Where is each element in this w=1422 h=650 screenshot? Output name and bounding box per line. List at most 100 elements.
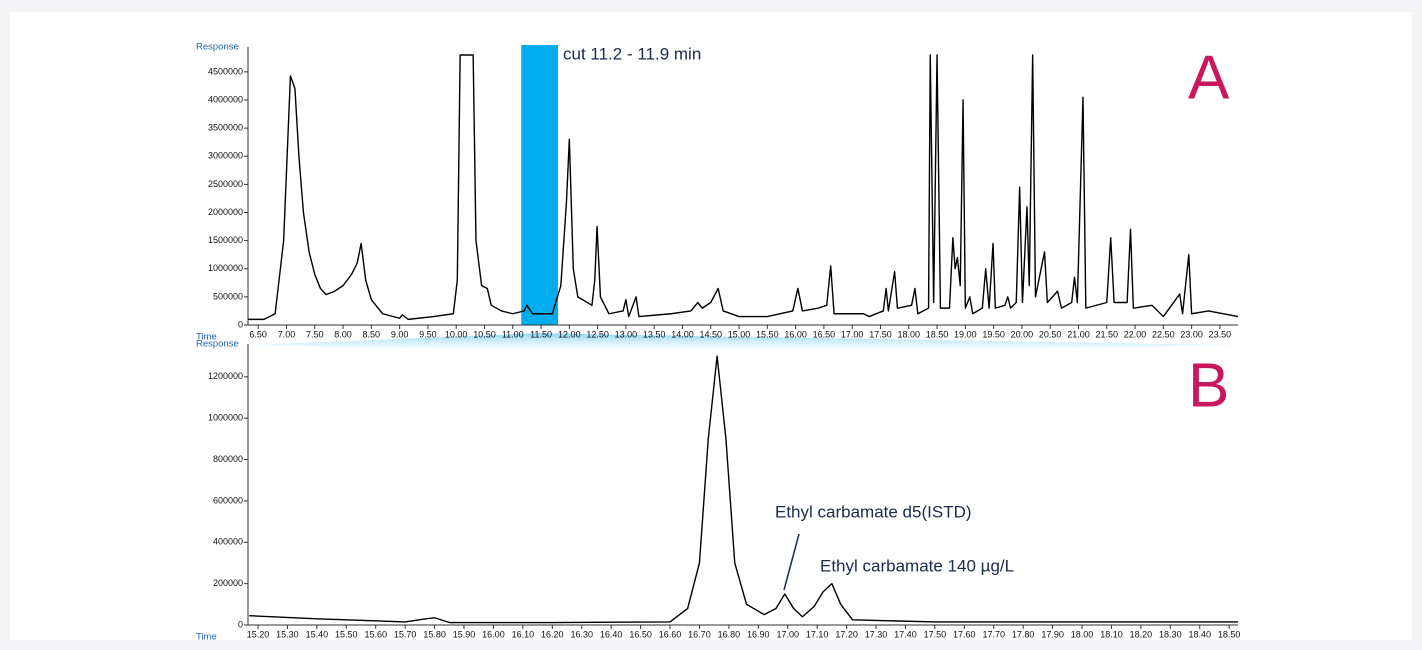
- y-tick-label: 1200000: [208, 371, 243, 381]
- x-tick-label: 23.50: [1209, 329, 1232, 339]
- x-tick-label: 18.20: [1130, 629, 1153, 639]
- x-axis-label: Time: [196, 332, 217, 343]
- x-tick-label: 15.80: [423, 629, 446, 639]
- cut-region: [521, 45, 559, 325]
- x-tick-label: 12.50: [586, 329, 609, 339]
- callout-line: [783, 533, 800, 591]
- x-tick-label: 16.00: [482, 629, 505, 639]
- panel-label: B: [1188, 351, 1229, 420]
- x-tick-label: 10.00: [445, 329, 468, 339]
- x-tick-label: 15.30: [276, 629, 299, 639]
- x-tick-label: 17.20: [835, 629, 858, 639]
- x-tick-label: 21.00: [1067, 329, 1090, 339]
- y-tick-label: 400000: [213, 537, 243, 547]
- x-tick-label: 17.00: [841, 329, 864, 339]
- panel-label: A: [1188, 43, 1230, 112]
- x-tick-label: 17.70: [982, 629, 1005, 639]
- x-tick-label: 15.50: [756, 329, 779, 339]
- x-tick-label: 16.40: [600, 629, 623, 639]
- y-tick-label: 3000000: [208, 151, 243, 161]
- x-tick-label: 18.40: [1188, 629, 1211, 639]
- x-tick-label: 17.80: [1012, 629, 1035, 639]
- x-tick-label: 13.00: [615, 329, 638, 339]
- x-tick-label: 15.50: [335, 629, 358, 639]
- trace: [248, 54, 1239, 321]
- x-tick-label: 18.50: [1218, 629, 1241, 639]
- cut-label: cut 11.2 - 11.9 min: [563, 44, 701, 63]
- x-tick-label: 15.20: [247, 629, 270, 639]
- x-tick-label: 15.40: [306, 629, 329, 639]
- x-tick-label: 23.00: [1180, 329, 1203, 339]
- x-tick-label: 15.60: [364, 629, 387, 639]
- x-tick-label: 17.10: [806, 629, 829, 639]
- y-tick-label: 4500000: [208, 66, 243, 76]
- x-tick-label: 18.30: [1159, 629, 1182, 639]
- x-tick-label: 12.00: [558, 329, 581, 339]
- x-tick-label: 16.20: [541, 629, 564, 639]
- x-tick-label: 7.50: [306, 329, 324, 339]
- x-tick-label: 16.70: [688, 629, 711, 639]
- y-tick-label: 1000000: [208, 413, 243, 423]
- x-tick-label: 22.00: [1124, 329, 1147, 339]
- x-tick-label: 15.70: [394, 629, 417, 639]
- x-tick-label: 9.00: [391, 329, 409, 339]
- x-tick-label: 18.50: [926, 329, 949, 339]
- x-tick-label: 16.10: [512, 629, 535, 639]
- y-tick-label: 0: [238, 319, 243, 329]
- y-tick-label: 0: [238, 619, 243, 629]
- x-tick-label: 17.30: [865, 629, 888, 639]
- x-tick-label: 17.60: [953, 629, 976, 639]
- x-tick-label: 7.00: [278, 329, 296, 339]
- y-tick-label: 600000: [213, 495, 243, 505]
- y-tick-label: 1000000: [208, 263, 243, 273]
- x-tick-label: 16.90: [747, 629, 770, 639]
- x-tick-label: 6.50: [249, 329, 267, 339]
- x-tick-label: 15.90: [453, 629, 476, 639]
- x-tick-label: 16.80: [718, 629, 741, 639]
- x-tick-label: 16.50: [813, 329, 836, 339]
- peak-annotation: Ethyl carbamate d5(ISTD): [775, 502, 972, 521]
- x-tick-label: 17.40: [894, 629, 917, 639]
- x-tick-label: 19.00: [954, 329, 977, 339]
- x-tick-label: 16.30: [570, 629, 593, 639]
- x-tick-label: 16.00: [784, 329, 807, 339]
- x-tick-label: 17.00: [776, 629, 799, 639]
- x-tick-label: 14.00: [671, 329, 694, 339]
- x-tick-label: 18.00: [1071, 629, 1094, 639]
- x-tick-label: 17.90: [1041, 629, 1064, 639]
- x-tick-label: 16.50: [629, 629, 652, 639]
- y-tick-label: 800000: [213, 454, 243, 464]
- x-tick-label: 21.50: [1095, 329, 1118, 339]
- x-tick-label: 19.50: [982, 329, 1005, 339]
- y-tick-label: 200000: [213, 578, 243, 588]
- y-axis-label: Response: [196, 42, 239, 53]
- x-tick-label: 18.00: [897, 329, 920, 339]
- zoom-band: [248, 333, 1238, 351]
- y-tick-label: 500000: [213, 291, 243, 301]
- x-tick-label: 8.00: [334, 329, 352, 339]
- y-tick-label: 1500000: [208, 235, 243, 245]
- y-tick-label: 3500000: [208, 123, 243, 133]
- trace: [249, 355, 1238, 624]
- x-tick-label: 20.50: [1039, 329, 1062, 339]
- peak-annotation: Ethyl carbamate 140 µg/L: [820, 556, 1014, 575]
- x-tick-label: 14.50: [699, 329, 722, 339]
- x-axis-label: Time: [196, 632, 217, 643]
- x-tick-label: 17.50: [869, 329, 892, 339]
- x-tick-label: 18.10: [1100, 629, 1123, 639]
- x-tick-label: 11.50: [530, 329, 552, 339]
- x-tick-label: 16.60: [659, 629, 682, 639]
- x-tick-label: 13.50: [643, 329, 666, 339]
- x-tick-label: 15.00: [728, 329, 751, 339]
- y-tick-label: 2000000: [208, 207, 243, 217]
- x-tick-label: 9.50: [419, 329, 437, 339]
- x-tick-label: 8.50: [363, 329, 381, 339]
- x-tick-label: 20.00: [1011, 329, 1034, 339]
- x-tick-label: 17.50: [924, 629, 947, 639]
- y-tick-label: 2500000: [208, 179, 243, 189]
- x-tick-label: 11.00: [502, 329, 524, 339]
- x-tick-label: 10.50: [473, 329, 496, 339]
- x-tick-label: 22.50: [1152, 329, 1175, 339]
- y-axis-label: Response: [196, 339, 239, 350]
